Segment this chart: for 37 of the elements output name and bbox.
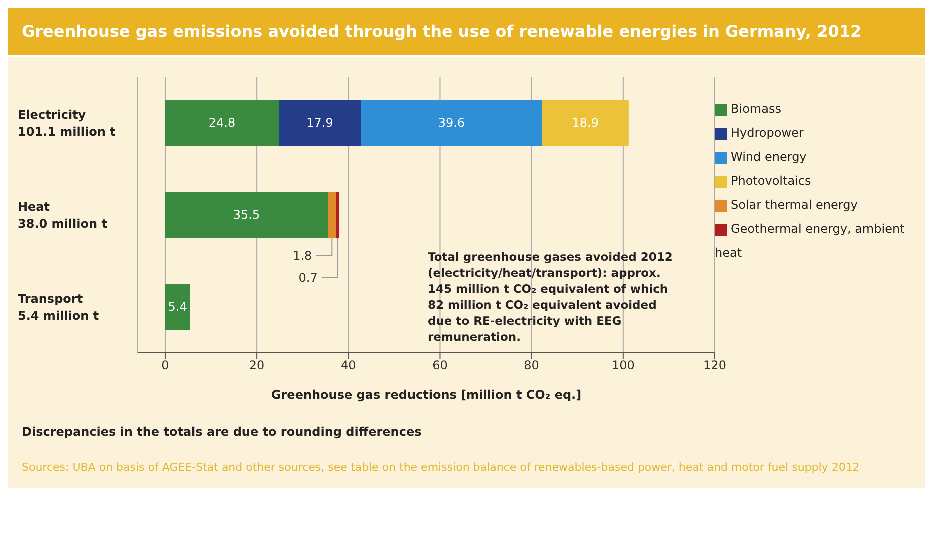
- y-tick-label: Heat 38.0 million t: [18, 200, 108, 231]
- bar: [361, 100, 542, 146]
- x-tick-label: 100: [612, 358, 635, 373]
- x-tick-label: 120: [704, 358, 726, 373]
- legend-label: Photovoltaics: [731, 174, 812, 188]
- x-tick-label: 0: [162, 358, 170, 373]
- x-tick-label: 80: [524, 358, 540, 373]
- bar: [542, 100, 629, 146]
- bar: [279, 100, 362, 146]
- x-tick-label: 20: [249, 358, 265, 373]
- x-tick-label: 60: [432, 358, 448, 373]
- data-label: 18.9: [572, 116, 599, 130]
- data-label: 24.8: [208, 116, 236, 130]
- x-tick-label: 40: [341, 358, 356, 373]
- bar: [328, 192, 336, 238]
- bar: [165, 284, 190, 330]
- legend-label: Solar thermal energy: [731, 198, 858, 212]
- bar: [165, 100, 280, 146]
- data-label: 17.9: [306, 116, 334, 130]
- data-label: 1.8: [293, 249, 312, 263]
- legend-label: Wind energy: [731, 150, 807, 164]
- legend-label: Hydropower: [731, 126, 804, 140]
- bar: [165, 192, 328, 238]
- text: Discrepancies in the totals are due to rounding differences: [21, 424, 423, 441]
- annotation: Total greenhouse gases avoided 2012 (electricity/heat/transport): approx. 145 million t CO₂ equivalent of which 82 million t CO₂ equivalent avoided due to RE-electricity with EEG remuneration.: [428, 249, 674, 345]
- y-tick-label: Electricity 101.1 million t: [18, 108, 116, 139]
- x-axis-title: Greenhouse gas reductions [million t CO₂ eq.]: [271, 388, 582, 402]
- legend-label: Geothermal energy, ambient heat: [715, 222, 905, 260]
- source-note: Sources: UBA on basis of AGEE-Stat and other sources, see table on the emission balance of renewables-based power, heat and motor fuel supply 2012: [21, 460, 861, 476]
- data-label: 0.7: [298, 271, 318, 285]
- legend-label: Biomass: [731, 102, 782, 116]
- bar: [336, 192, 340, 238]
- data-label: 39.6: [438, 116, 466, 130]
- chart-title: Greenhouse gas emissions avoided through the use of renewable energies in Germany, 2012: [8, 8, 925, 57]
- data-label: 5.4: [168, 300, 188, 314]
- y-tick-label: Transport 5.4 million t: [18, 292, 100, 323]
- data-label: 35.5: [233, 208, 260, 222]
